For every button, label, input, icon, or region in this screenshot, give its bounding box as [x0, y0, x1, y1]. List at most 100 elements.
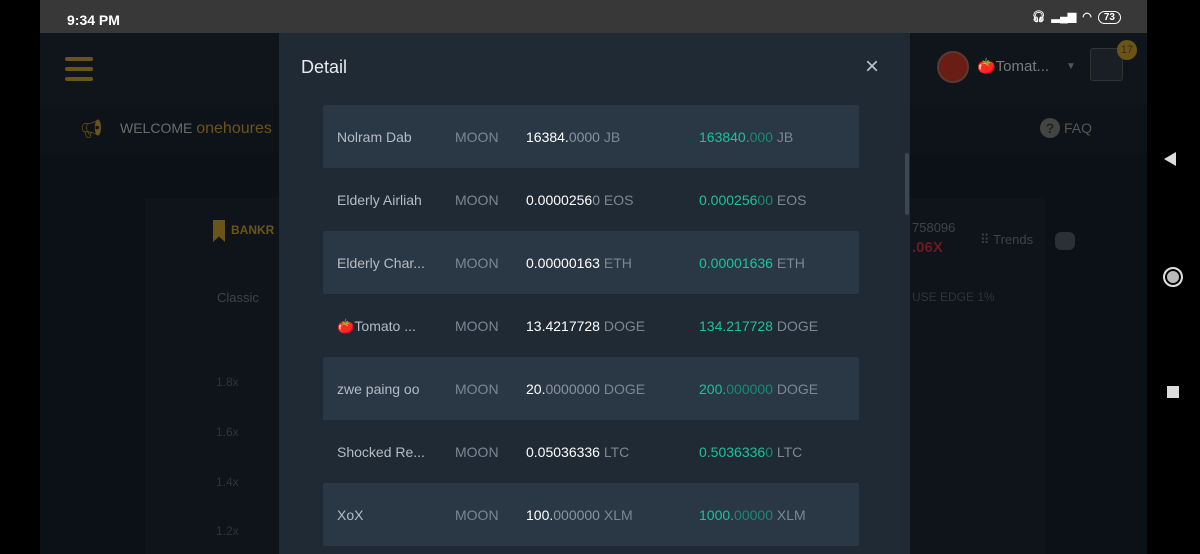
game-name: MOON: [455, 255, 499, 271]
player-name: Elderly Char...: [337, 255, 425, 271]
payout-amount: 200.000000 DOGE: [699, 381, 818, 397]
payout-value: 1000.: [699, 507, 735, 523]
bankroll-text: BANKR: [231, 223, 275, 238]
bet-currency: EOS: [603, 192, 634, 208]
detail-list: Nolram Dab MOON 16384.0000 JB 163840.000…: [323, 105, 859, 546]
last-multiplier: .06X: [912, 239, 943, 256]
home-icon[interactable]: [1163, 267, 1183, 287]
list-item[interactable]: Shocked Re... MOON 0.05036336 LTC 0.5036…: [323, 420, 859, 483]
bankroll-label[interactable]: BANKR: [213, 220, 274, 242]
y-tick: 1.6x: [216, 425, 239, 439]
chevron-down-icon[interactable]: ▼: [1066, 61, 1076, 72]
payout-amount: 134.217728 DOGE: [699, 318, 818, 334]
menu-icon[interactable]: [65, 57, 93, 87]
amount-value: 20.: [526, 381, 546, 397]
player-name: Elderly Airliah: [337, 192, 422, 208]
bet-currency: DOGE: [603, 381, 646, 397]
bet-amount: 0.00002560 EOS: [526, 192, 633, 208]
payout-currency: DOGE: [776, 381, 819, 397]
payout-value: 200.: [699, 381, 727, 397]
player-name: XoX: [337, 507, 364, 523]
bet-amount: 13.4217728 DOGE: [526, 318, 645, 334]
game-name: MOON: [455, 192, 499, 208]
payout-trailing: 000: [749, 129, 773, 145]
bet-currency: XLM: [603, 507, 633, 523]
payout-value: 0.5036336: [699, 444, 766, 460]
payout-currency: EOS: [776, 192, 807, 208]
payout-value: 163840.: [699, 129, 750, 145]
close-icon[interactable]: ×: [865, 53, 880, 80]
game-name: MOON: [455, 381, 499, 397]
bet-amount: 100.000000 XLM: [526, 507, 633, 523]
amount-value: 0.0000256: [526, 192, 593, 208]
payout-currency: JB: [776, 129, 794, 145]
player-name: Shocked Re...: [337, 444, 425, 460]
bet-currency: ETH: [603, 255, 632, 271]
list-item[interactable]: Nolram Dab MOON 16384.0000 JB 163840.000…: [323, 105, 859, 168]
trends-button[interactable]: ⠿ Trends: [980, 232, 1034, 248]
payout-currency: DOGE: [776, 318, 819, 334]
faq-label: FAQ: [1064, 120, 1093, 136]
game-name: MOON: [455, 318, 499, 334]
payout-amount: 0.50363360 LTC: [699, 444, 802, 460]
status-bar: 9:34 PM 🎧︎ ▂▄▆ ◠ 73: [40, 0, 1147, 33]
amount-trailing: 000000: [553, 507, 600, 523]
payout-value: 0.000256: [699, 192, 758, 208]
list-item[interactable]: 🍅Tomato ... MOON 13.4217728 DOGE 134.217…: [323, 294, 859, 357]
game-number: 758096: [912, 220, 956, 235]
bet-currency: JB: [603, 129, 621, 145]
payout-value: 134.217728: [699, 318, 773, 334]
bet-amount: 16384.0000 JB: [526, 129, 620, 145]
payout-currency: LTC: [776, 444, 803, 460]
battery-icon: 73: [1097, 11, 1121, 24]
payout-value: 0.00001636: [699, 255, 773, 271]
house-edge: USE EDGE 1%: [912, 290, 995, 304]
scrollbar[interactable]: [905, 153, 909, 215]
amount-value: 0.00000163: [526, 255, 600, 271]
amount-trailing: 0000000: [545, 381, 600, 397]
welcome-prefix: WELCOME: [120, 120, 197, 136]
player-name: Nolram Dab: [337, 129, 412, 145]
bet-amount: 0.05036336 LTC: [526, 444, 629, 460]
payout-trailing: 000000: [726, 381, 773, 397]
back-icon[interactable]: [1164, 152, 1176, 166]
list-item[interactable]: XoX MOON 100.000000 XLM 1000.00000 XLM: [323, 483, 859, 546]
welcome-name: onehoures: [196, 120, 272, 137]
list-item[interactable]: Elderly Airliah MOON 0.00002560 EOS 0.00…: [323, 168, 859, 231]
grid-icon: ⠿: [980, 232, 994, 247]
payout-amount: 1000.00000 XLM: [699, 507, 806, 523]
payout-amount: 0.00001636 ETH: [699, 255, 805, 271]
modal-title: Detail: [301, 57, 348, 77]
notification-badge: 17: [1117, 40, 1137, 60]
bet-currency: DOGE: [603, 318, 646, 334]
payout-amount: 0.00025600 EOS: [699, 192, 806, 208]
help-icon: ?: [1040, 118, 1060, 138]
bet-amount: 0.00000163 ETH: [526, 255, 632, 271]
wifi-icon: ◠: [1082, 11, 1092, 24]
recents-icon[interactable]: [1167, 386, 1179, 398]
list-item[interactable]: Elderly Char... MOON 0.00000163 ETH 0.00…: [323, 231, 859, 294]
bet-amount: 20.0000000 DOGE: [526, 381, 645, 397]
android-nav-bar: [1147, 0, 1200, 554]
game-name: MOON: [455, 129, 499, 145]
payout-currency: ETH: [776, 255, 805, 271]
amount-trailing: 0: [592, 192, 600, 208]
megaphone-icon: 📢︎: [80, 119, 103, 139]
signal-icon: ▂▄▆: [1051, 11, 1077, 24]
game-name: MOON: [455, 444, 499, 460]
trends-label: Trends: [993, 232, 1034, 247]
trends-toggle[interactable]: [1055, 232, 1075, 250]
list-item[interactable]: zwe paing oo MOON 20.0000000 DOGE 200.00…: [323, 357, 859, 420]
username[interactable]: 🍅Tomat...: [977, 58, 1050, 75]
y-tick: 1.8x: [216, 375, 239, 389]
payout-currency: XLM: [776, 507, 806, 523]
amount-value: 13.4217728: [526, 318, 600, 334]
tab-classic[interactable]: Classic: [217, 290, 259, 305]
detail-modal: Detail × Nolram Dab MOON 16384.0000 JB 1…: [279, 33, 910, 554]
payout-amount: 163840.000 JB: [699, 129, 793, 145]
player-name: 🍅Tomato ...: [337, 318, 416, 334]
amount-value: 0.05036336: [526, 444, 600, 460]
avatar[interactable]: [937, 51, 969, 83]
faq-link[interactable]: ? FAQ: [1040, 118, 1092, 138]
payout-trailing: 00: [757, 192, 773, 208]
